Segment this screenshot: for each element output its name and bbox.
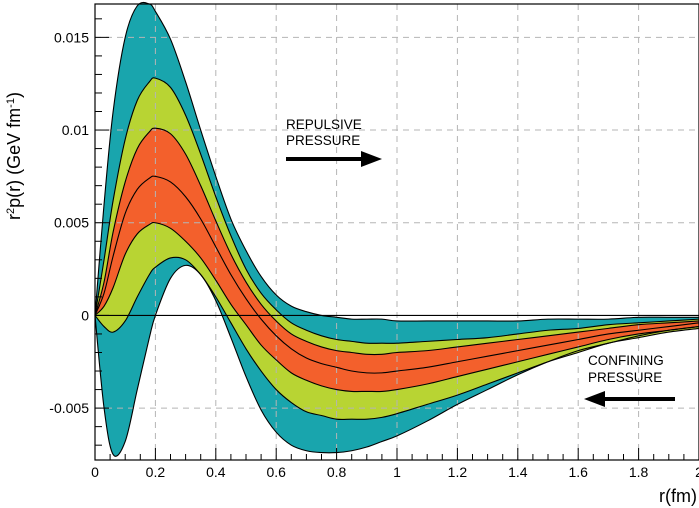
x-tick-label: 1.4	[508, 464, 528, 480]
y-axis-title-end: )	[4, 92, 24, 98]
y-axis-title-base: r	[4, 214, 24, 220]
curve-inner_upper	[94, 127, 699, 356]
y-tick-label: -0.005	[49, 400, 89, 416]
x-tick-label: 1.8	[629, 464, 649, 480]
annotation-repulsive-line2: PRESSURE	[286, 133, 360, 148]
y-axis-title-mid: p(r) (GeV fm	[4, 108, 24, 208]
y-axis-title: r2p(r) (GeV fm-1)	[4, 92, 24, 220]
x-axis-title: r(fm)	[659, 486, 697, 506]
x-tick-label: 1.6	[568, 464, 588, 480]
curve-outer_lower	[94, 264, 699, 457]
x-tick-label: 0.8	[327, 464, 347, 480]
axis-ticks	[94, 18, 699, 460]
y-tick-label: 0.015	[54, 29, 89, 45]
annotation-repulsive-line1: REPULSIVE	[286, 117, 362, 132]
x-tick-label: 0.2	[146, 464, 166, 480]
y-tick-label: 0	[81, 307, 89, 323]
curve-middle_upper	[94, 77, 699, 344]
y-axis-title-sup2: -1	[5, 98, 17, 108]
y-axis-title-sup1: 2	[5, 208, 17, 214]
band-1	[95, 77, 699, 420]
x-tick-label: 0.6	[266, 464, 286, 480]
band-boundary-curves	[94, 1, 699, 457]
annotation-confining: CONFINING PRESSURE	[584, 353, 675, 407]
annotation-confining-line2: PRESSURE	[588, 370, 662, 385]
curve-center	[94, 175, 699, 374]
annotation-repulsive-arrow-head	[361, 151, 382, 167]
x-tick-labels: 0 0.2 0.4 0.6 0.8 1 1.2 1.4 1.6 1.8 2	[91, 464, 699, 480]
x-tick-label: 1	[393, 464, 401, 480]
x-tick-label: 0	[91, 464, 99, 480]
annotation-repulsive: REPULSIVE PRESSURE	[286, 117, 382, 167]
x-tick-label: 0.4	[206, 464, 226, 480]
y-tick-label: 0.005	[54, 215, 89, 231]
x-tick-label: 1.2	[448, 464, 468, 480]
annotation-confining-arrow-head	[584, 391, 605, 407]
grid	[95, 4, 699, 460]
y-tick-labels: -0.005 0 0.005 0.01 0.015	[49, 29, 89, 416]
x-tick-label: 2	[695, 464, 699, 480]
curve-inner_lower	[94, 221, 699, 393]
annotation-confining-line1: CONFINING	[588, 353, 664, 368]
y-tick-label: 0.01	[62, 122, 89, 138]
